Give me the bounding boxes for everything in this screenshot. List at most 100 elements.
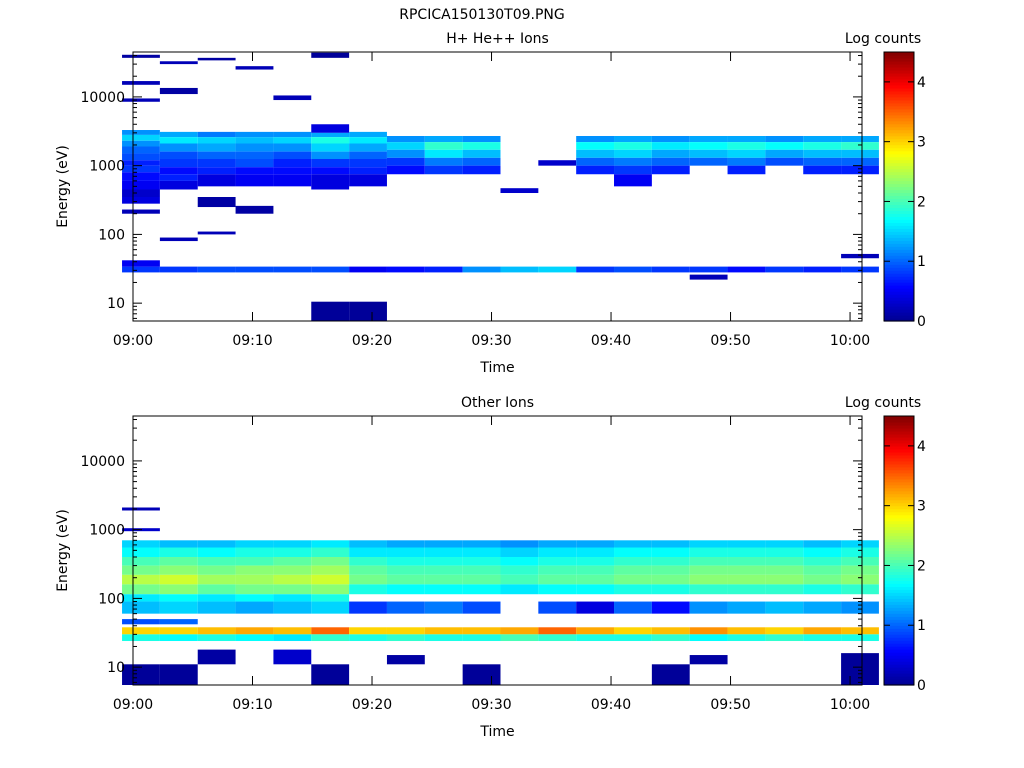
heatmap-cell bbox=[727, 574, 766, 585]
heatmap-cell bbox=[424, 157, 463, 166]
heatmap-cell bbox=[462, 165, 501, 175]
colorbar-segment bbox=[884, 505, 914, 510]
heatmap-cell bbox=[235, 205, 274, 214]
colorbar-segment bbox=[884, 571, 914, 576]
heatmap-cell bbox=[386, 165, 425, 175]
colorbar-segment bbox=[884, 291, 914, 295]
colorbar-segment bbox=[884, 222, 914, 226]
colorbar-segment bbox=[884, 108, 914, 113]
colorbar-segment bbox=[884, 141, 914, 146]
heatmap-cell bbox=[424, 627, 463, 635]
heatmap-cell bbox=[803, 627, 842, 635]
heatmap-cell bbox=[159, 594, 198, 602]
heatmap-cell bbox=[614, 165, 652, 175]
heatmap-cell bbox=[727, 142, 766, 150]
heatmap-cell bbox=[311, 594, 350, 602]
y-tick-label: 1000 bbox=[89, 159, 125, 175]
colorbar-segment bbox=[884, 123, 914, 128]
heatmap-cell bbox=[841, 627, 879, 635]
colorbar-segment bbox=[884, 156, 914, 161]
heatmap-cell bbox=[386, 142, 425, 150]
heatmap-cell bbox=[614, 627, 652, 635]
heatmap-cell bbox=[424, 142, 463, 150]
heatmap-cell bbox=[386, 547, 425, 558]
colorbar-segment bbox=[884, 544, 914, 549]
heatmap-cell bbox=[689, 627, 728, 635]
heatmap-cell bbox=[689, 655, 728, 665]
colorbar: 0 1 2 3 4 Log counts bbox=[845, 31, 926, 330]
colorbar-segment bbox=[884, 165, 914, 170]
heatmap-cells bbox=[122, 507, 879, 685]
heatmap-cell bbox=[651, 601, 690, 614]
heatmap-cell bbox=[197, 574, 236, 585]
colorbar-segment bbox=[884, 496, 914, 501]
colorbar-segment bbox=[884, 84, 914, 89]
heatmap-cell bbox=[689, 557, 728, 566]
heatmap-cell bbox=[765, 634, 804, 642]
heatmap-cell bbox=[538, 584, 577, 595]
heatmap-cell bbox=[538, 601, 577, 614]
heatmap-cell bbox=[576, 266, 615, 273]
heatmap-cell bbox=[122, 130, 160, 135]
heatmap-cell bbox=[651, 540, 690, 548]
colorbar-segment bbox=[884, 580, 914, 584]
heatmap-cell bbox=[841, 157, 879, 166]
heatmap-cell bbox=[841, 574, 879, 585]
colorbar-segment bbox=[884, 126, 914, 131]
heatmap-cell bbox=[235, 627, 274, 635]
heatmap-cell bbox=[462, 634, 501, 642]
heatmap-cell bbox=[803, 266, 842, 273]
heatmap-cell bbox=[614, 634, 652, 642]
heatmap-cell bbox=[500, 188, 539, 194]
heatmap-cell bbox=[841, 557, 879, 566]
heatmap-cell bbox=[122, 160, 160, 166]
heatmap-cell bbox=[197, 158, 236, 168]
colorbar-segment bbox=[884, 225, 914, 229]
heatmap-cell bbox=[765, 540, 804, 548]
colorbar-segment bbox=[884, 273, 914, 277]
heatmap-cell bbox=[803, 149, 842, 158]
heatmap-cell bbox=[235, 131, 274, 138]
heatmap-cell bbox=[122, 153, 160, 161]
heatmap-cell bbox=[122, 547, 160, 558]
heatmap-cell bbox=[651, 142, 690, 150]
heatmap-cell bbox=[349, 574, 387, 585]
colorbar-segment bbox=[884, 601, 914, 605]
colorbar-segment bbox=[884, 99, 914, 104]
colorbar-segment bbox=[884, 640, 914, 644]
heatmap-cell bbox=[122, 540, 160, 548]
heatmap-cell bbox=[765, 547, 804, 558]
heatmap-cell bbox=[197, 174, 236, 187]
panel-title: Other Ions bbox=[461, 395, 534, 411]
colorbar-segment bbox=[884, 610, 914, 614]
heatmap-cell bbox=[538, 547, 577, 558]
x-tick-label: 09:00 bbox=[113, 697, 153, 713]
heatmap-cell bbox=[273, 565, 312, 575]
heatmap-cell bbox=[576, 135, 615, 143]
heatmap-cell bbox=[197, 594, 236, 602]
heatmap-cell bbox=[235, 547, 274, 558]
heatmap-cell bbox=[462, 574, 501, 585]
heatmap-cell bbox=[122, 574, 160, 585]
heatmap-cell bbox=[311, 158, 350, 168]
colorbar-segment bbox=[884, 535, 914, 540]
colorbar-segment bbox=[884, 312, 914, 316]
heatmap-cell bbox=[424, 547, 463, 558]
heatmap-cell bbox=[765, 601, 804, 614]
heatmap-cell bbox=[765, 574, 804, 585]
heatmap-cell bbox=[235, 151, 274, 159]
heatmap-cell bbox=[576, 142, 615, 150]
colorbar-segment bbox=[884, 159, 914, 164]
figure-title: RPCICA150130T09.PNG bbox=[399, 7, 564, 23]
colorbar-segment bbox=[884, 424, 914, 429]
colorbar-segment bbox=[884, 502, 914, 507]
heatmap-cell bbox=[538, 634, 577, 642]
heatmap-cell bbox=[500, 634, 539, 642]
colorbar-tick-label: 2 bbox=[917, 194, 926, 210]
heatmap-cell bbox=[841, 547, 879, 558]
heatmap-cell bbox=[122, 627, 160, 635]
colorbar-segment bbox=[884, 451, 914, 456]
colorbar-segment bbox=[884, 517, 914, 522]
heatmap-cell bbox=[122, 140, 160, 147]
colorbar-segment bbox=[884, 129, 914, 134]
